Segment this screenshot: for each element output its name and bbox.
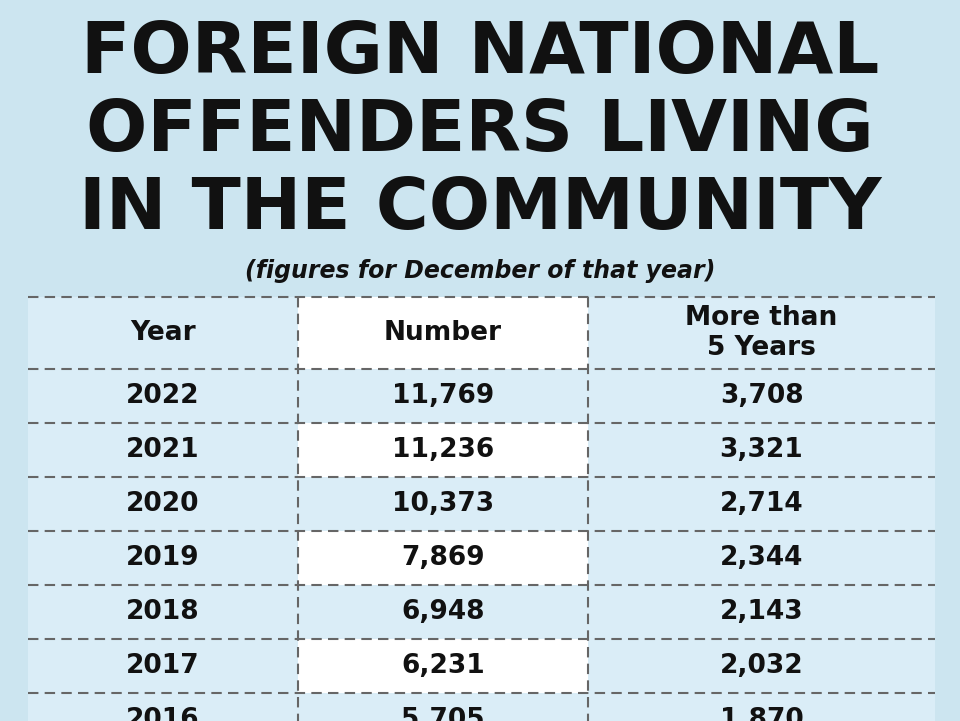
Text: 2021: 2021 [126, 437, 200, 463]
Text: 2019: 2019 [126, 545, 200, 571]
Text: 2016: 2016 [126, 707, 200, 721]
Text: 3,321: 3,321 [720, 437, 804, 463]
Bar [28, 297, 298, 721]
Text: 5,705: 5,705 [401, 707, 485, 721]
Text: 6,231: 6,231 [401, 653, 485, 679]
Text: 2018: 2018 [126, 599, 200, 625]
Text: 2,344: 2,344 [720, 545, 804, 571]
Bar [298, 585, 588, 639]
Bar [298, 423, 588, 477]
Text: OFFENDERS LIVING: OFFENDERS LIVING [86, 97, 874, 166]
Text: 2,032: 2,032 [720, 653, 804, 679]
Text: 1,870: 1,870 [720, 707, 804, 721]
Text: 6,948: 6,948 [401, 599, 485, 625]
Text: 3,708: 3,708 [720, 383, 804, 409]
Text: More than
5 Years: More than 5 Years [685, 305, 838, 361]
Bar [298, 639, 588, 693]
Bar [298, 477, 588, 531]
Text: Number: Number [384, 320, 502, 346]
Text: (figures for December of that year): (figures for December of that year) [245, 259, 715, 283]
Bar [298, 369, 588, 423]
Bar [298, 531, 588, 585]
Text: FOREIGN NATIONAL: FOREIGN NATIONAL [81, 19, 879, 88]
Text: 2022: 2022 [127, 383, 200, 409]
Text: IN THE COMMUNITY: IN THE COMMUNITY [79, 175, 881, 244]
Text: 11,236: 11,236 [392, 437, 494, 463]
Text: 2,143: 2,143 [720, 599, 804, 625]
Bar [298, 693, 588, 721]
Text: 2,714: 2,714 [720, 491, 804, 517]
Text: 11,769: 11,769 [392, 383, 494, 409]
Text: 2017: 2017 [126, 653, 200, 679]
Text: 7,869: 7,869 [401, 545, 485, 571]
Text: 2020: 2020 [127, 491, 200, 517]
Bar [588, 297, 935, 721]
Text: Year: Year [131, 320, 196, 346]
Bar [298, 297, 588, 721]
Text: 10,373: 10,373 [392, 491, 494, 517]
